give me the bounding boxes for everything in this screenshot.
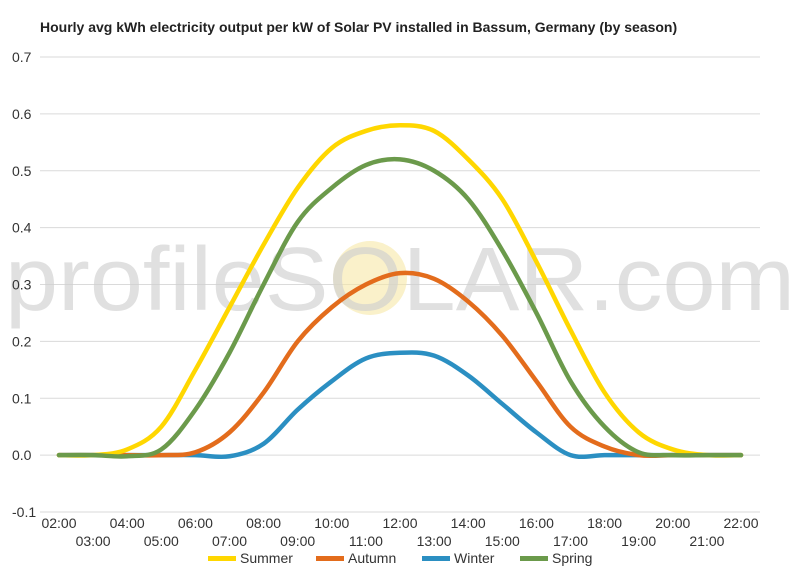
- x-tick-label: 09:00: [280, 533, 315, 549]
- x-tick-label: 22:00: [723, 515, 758, 531]
- legend-swatch-winter: [422, 556, 450, 561]
- x-tick-label: 02:00: [41, 515, 76, 531]
- x-tick-label: 19:00: [621, 533, 656, 549]
- series-line-winter: [56, 350, 744, 460]
- series-line-summer: [56, 123, 744, 458]
- x-tick-label: 16:00: [519, 515, 554, 531]
- x-tick-label: 15:00: [485, 533, 520, 549]
- legend-swatch-autumn: [316, 556, 344, 561]
- y-tick-label: -0.1: [12, 504, 36, 520]
- x-tick-label: 20:00: [655, 515, 690, 531]
- x-tick-label: 07:00: [212, 533, 247, 549]
- legend-swatch-spring: [520, 556, 548, 561]
- x-tick-label: 11:00: [349, 533, 383, 549]
- x-tick-label: 03:00: [76, 533, 111, 549]
- legend-label-winter: Winter: [454, 550, 495, 566]
- y-tick-label: 0.0: [12, 447, 32, 463]
- chart-title: Hourly avg kWh electricity output per kW…: [40, 19, 678, 35]
- x-tick-label: 05:00: [144, 533, 179, 549]
- legend: Summer Autumn Winter Spring: [208, 550, 592, 566]
- watermark-text: profileSOLAR.com: [5, 230, 795, 330]
- x-tick-label: 06:00: [178, 515, 213, 531]
- y-tick-label: 0.7: [12, 49, 32, 65]
- y-tick-label: 0.6: [12, 106, 32, 122]
- legend-swatch-summer: [208, 556, 236, 561]
- y-tick-label: 0.5: [12, 163, 32, 179]
- y-tick-label: 0.4: [12, 220, 32, 236]
- x-tick-label: 08:00: [246, 515, 281, 531]
- x-tick-label: 17:00: [553, 533, 588, 549]
- x-tick-label: 21:00: [689, 533, 724, 549]
- series-line-autumn: [56, 270, 744, 458]
- legend-label-summer: Summer: [240, 550, 293, 566]
- x-tick-label: 12:00: [382, 515, 417, 531]
- legend-label-autumn: Autumn: [348, 550, 396, 566]
- legend-label-spring: Spring: [552, 550, 592, 566]
- series-line-spring: [56, 156, 744, 459]
- x-tick-label: 04:00: [110, 515, 145, 531]
- x-tick-label: 18:00: [587, 515, 622, 531]
- watermark-sun: [333, 241, 407, 315]
- y-tick-label: 0.2: [12, 333, 32, 349]
- x-tick-label: 13:00: [417, 533, 452, 549]
- x-tick-label: 10:00: [314, 515, 349, 531]
- series-lines: [56, 123, 744, 460]
- x-tick-label: 14:00: [451, 515, 486, 531]
- y-tick-label: 0.1: [12, 390, 32, 406]
- watermark-group: profileSOLAR.com: [5, 230, 795, 330]
- y-axis-ticks: -0.1 0.0 0.1 0.2 0.3 0.4 0.5 0.6 0.7: [12, 49, 36, 520]
- y-tick-label: 0.3: [12, 277, 32, 293]
